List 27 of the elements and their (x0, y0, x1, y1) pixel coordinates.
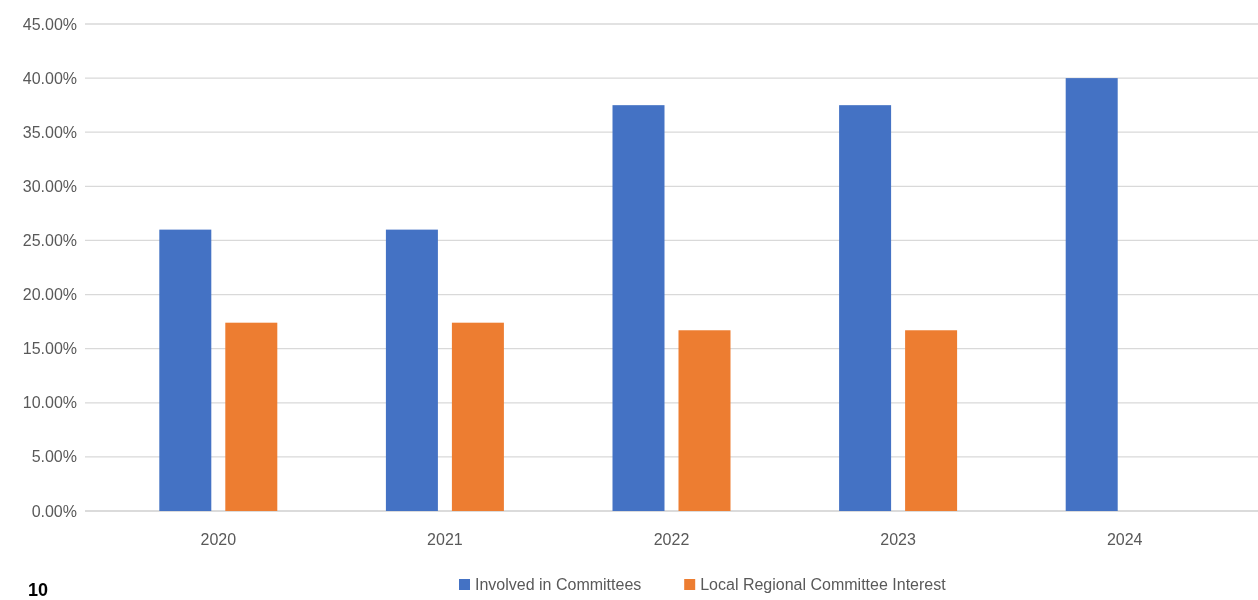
bar (1065, 78, 1118, 511)
y-tick-label: 0.00% (31, 502, 77, 520)
bar (678, 330, 731, 511)
x-tick-label: 2022 (653, 531, 690, 548)
y-tick-label: 20.00% (22, 286, 77, 304)
y-tick-label: 35.00% (22, 123, 77, 141)
legend-label: Involved in Committees (475, 576, 642, 593)
bar (612, 105, 665, 511)
x-tick-label: 2024 (1106, 531, 1143, 548)
y-tick-label: 15.00% (22, 340, 77, 358)
y-tick-label: 25.00% (22, 232, 77, 250)
x-tick-label: 2023 (880, 531, 916, 548)
bar (451, 322, 504, 511)
y-tick-label: 45.00% (22, 15, 77, 33)
bar (839, 105, 892, 511)
y-tick-label: 30.00% (22, 177, 77, 195)
y-tick-label: 40.00% (22, 69, 77, 87)
y-tick-label: 10.00% (22, 394, 77, 412)
bar (159, 229, 212, 511)
text: 10 (28, 580, 49, 600)
bar (225, 322, 278, 511)
x-tick-label: 2020 (200, 531, 237, 548)
bar (385, 229, 438, 511)
legend-label: Local Regional Committee Interest (700, 576, 947, 593)
bar (905, 330, 958, 511)
y-tick-label: 5.00% (31, 448, 77, 466)
x-tick-label: 2021 (427, 531, 463, 548)
